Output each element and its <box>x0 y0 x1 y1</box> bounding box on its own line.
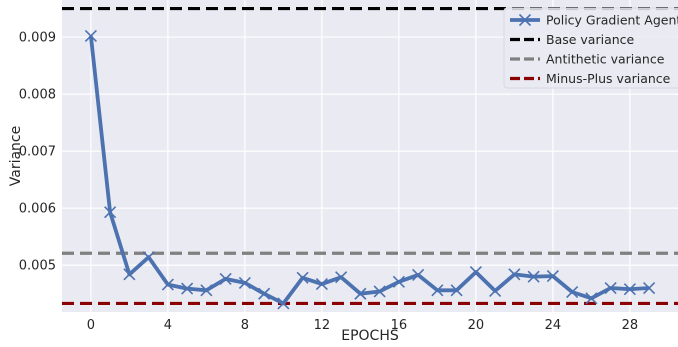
y-tick-label: 0.005 <box>19 259 56 274</box>
legend-entry: Antithetic variance <box>510 52 665 67</box>
data-point <box>527 270 540 283</box>
legend-label: Minus-Plus variance <box>546 71 671 86</box>
x-tick-label: 24 <box>545 318 562 333</box>
x-tick-label: 28 <box>622 318 639 333</box>
legend-entry: Base variance <box>510 32 635 47</box>
data-point <box>585 292 598 305</box>
data-point <box>161 278 174 291</box>
data-point <box>450 284 463 297</box>
data-point <box>508 268 521 281</box>
y-tick-labels: 0.005 0.006 0.007 0.008 0.009 <box>19 31 56 274</box>
data-point <box>296 271 309 284</box>
legend-label: Base variance <box>546 32 635 47</box>
x-tick-label: 4 <box>164 318 172 333</box>
x-tick-label: 8 <box>241 318 249 333</box>
data-point <box>258 287 271 300</box>
legend: Policy Gradient Agent V Base variance Anti… <box>503 7 678 89</box>
data-point <box>412 268 425 281</box>
grid <box>62 0 678 312</box>
legend-entry: Minus-Plus variance <box>510 71 671 86</box>
data-point <box>623 283 636 296</box>
data-point <box>84 29 97 42</box>
data-point <box>643 281 656 295</box>
x-tick-label: 12 <box>314 318 331 333</box>
data-point <box>181 282 194 295</box>
x-axis-title: EPOCHS <box>341 328 399 344</box>
legend-label: Policy Gradient Agent V <box>546 13 678 28</box>
y-tick-label: 0.006 <box>19 202 56 217</box>
data-point <box>469 266 482 279</box>
data-point <box>335 271 348 284</box>
x-tick-labels: 0 4 8 12 16 20 24 28 <box>87 318 638 333</box>
data-point <box>604 281 617 295</box>
data-point <box>354 287 367 300</box>
data-point <box>200 284 213 297</box>
y-tick-label: 0.009 <box>19 31 56 46</box>
x-tick-label: 0 <box>87 318 95 333</box>
data-point <box>489 284 502 297</box>
y-tick-label: 0.008 <box>19 88 56 103</box>
data-point <box>566 285 579 299</box>
data-point <box>392 275 405 288</box>
data-series <box>84 29 656 310</box>
data-point <box>123 268 136 281</box>
data-point <box>546 270 559 283</box>
x-tick-label: 16 <box>391 318 408 333</box>
legend-label: Antithetic variance <box>546 52 665 67</box>
data-point <box>219 272 232 285</box>
legend-box <box>503 7 678 89</box>
y-axis-title: Variance <box>8 126 24 186</box>
y-tick-label: 0.007 <box>19 145 56 160</box>
data-point <box>373 285 386 298</box>
legend-entry: Policy Gradient Agent V <box>510 13 678 28</box>
data-point <box>238 276 251 289</box>
data-point <box>142 251 155 264</box>
data-point <box>104 206 117 219</box>
data-point <box>315 277 328 291</box>
data-point <box>277 297 290 310</box>
data-point <box>431 284 444 297</box>
x-tick-label: 20 <box>468 318 485 333</box>
